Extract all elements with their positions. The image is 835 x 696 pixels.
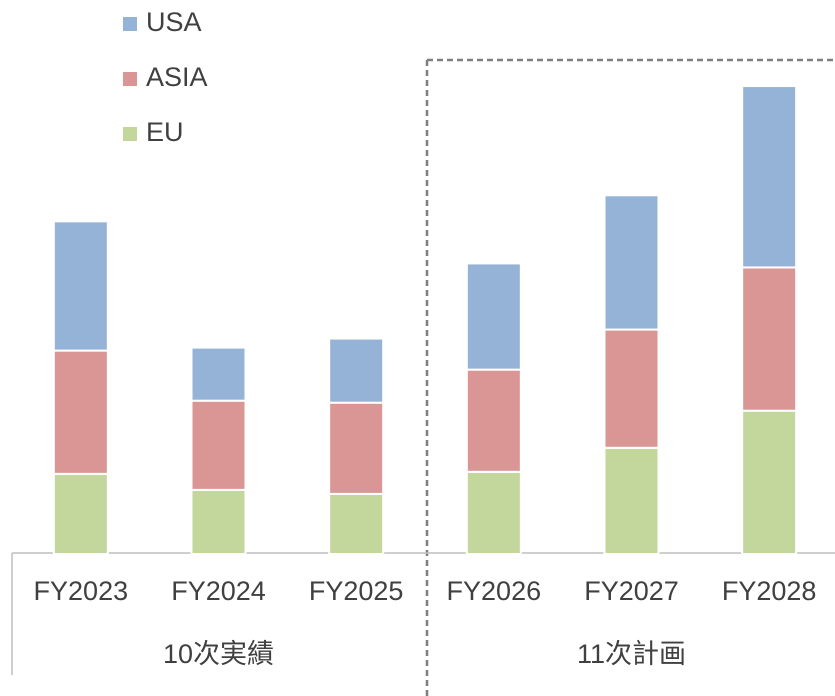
bar-segment [190,346,247,402]
x-tick-label: FY2024 [171,576,266,606]
legend-swatch [123,72,137,86]
legend-label: EU [146,117,184,147]
bar-segment [465,470,522,555]
bar-segment [52,472,109,555]
x-tick-label: FY2027 [584,576,679,606]
bar-segment [190,399,247,491]
bar-segment [328,401,385,495]
bar-segment [741,266,798,412]
bar-segment [52,349,109,475]
legend-swatch [123,127,137,141]
bar-segment [328,337,385,404]
x-tick-label: FY2025 [309,576,404,606]
x-tick-label: FY2023 [34,576,129,606]
bar-segment [741,409,798,555]
x-tick-label: FY2026 [447,576,542,606]
bar-segment [465,262,522,371]
bar-segment [603,446,660,555]
bar-segment [465,368,522,473]
legend-swatch [123,17,137,31]
group-label: 11次計画 [577,639,686,669]
x-tick-label: FY2028 [722,576,817,606]
bar-segment [741,85,798,269]
bar-segment [328,492,385,556]
bar-segment [52,220,109,352]
bar-segment [603,328,660,449]
group-label: 10次実績 [163,639,274,669]
legend-label: USA [146,7,202,37]
legend-label: ASIA [146,62,208,92]
bar-segment [603,194,660,331]
bar-segment [190,488,247,556]
